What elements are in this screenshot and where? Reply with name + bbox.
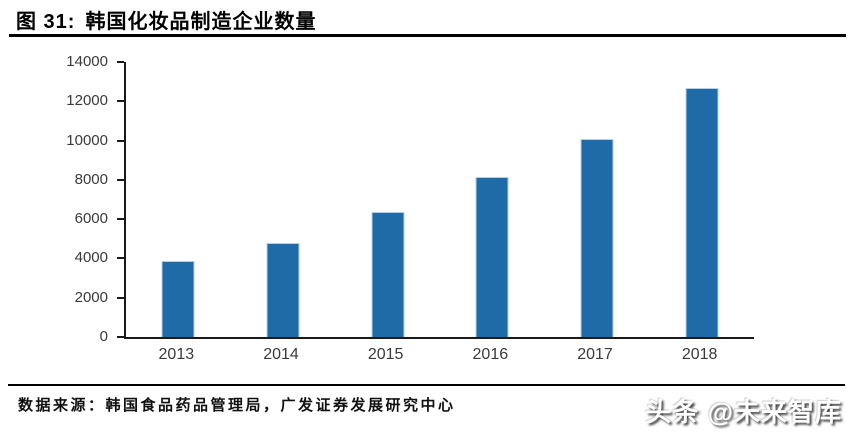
y-tick-mark [117, 296, 124, 299]
y-tick-label: 0 [99, 328, 108, 345]
y-tick-mark [117, 100, 124, 103]
x-tick-label: 2018 [681, 346, 718, 363]
y-tick-label: 6000 [74, 210, 108, 228]
toutiao-watermark: 头条 @未来智库 [645, 397, 842, 427]
x-tick-label: 2013 [158, 346, 195, 363]
bar-2014 [266, 243, 300, 337]
x-axis: 2013 2014 2015 2016 2017 2018 [124, 337, 752, 367]
y-tick-label: 4000 [74, 249, 108, 267]
data-source-note: 数据来源：韩国食品药品管理局，广发证券发展研究中心 [18, 397, 456, 414]
footer-divider [8, 384, 845, 386]
y-tick-label: 12000 [66, 92, 108, 110]
bar-2015 [371, 211, 405, 337]
figure-label: 图 31: [16, 11, 76, 33]
y-tick-mark [117, 178, 124, 181]
y-axis: 0 2000 4000 6000 8000 10000 12000 14000 [0, 54, 124, 345]
bar-2017 [580, 139, 614, 337]
x-tick-label: 2017 [577, 346, 613, 363]
y-tick-mark [117, 139, 124, 142]
y-tick-label: 14000 [66, 53, 108, 70]
bar-chart: 0 2000 4000 6000 8000 10000 12000 14000 2013 201… [0, 54, 754, 367]
chart-title-text: 韩国化妆品制造企业数量 [85, 11, 317, 33]
y-tick-label: 10000 [66, 131, 108, 149]
x-tick-label: 2016 [472, 346, 509, 363]
x-tick-label: 2014 [263, 346, 299, 363]
y-tick-label: 8000 [74, 170, 108, 188]
y-tick-mark [117, 61, 124, 63]
y-tick-mark [117, 336, 124, 338]
y-tick-mark [117, 218, 124, 221]
y-tick-label: 2000 [74, 288, 108, 306]
x-tick-label: 2015 [367, 346, 404, 363]
bar-2013 [161, 261, 195, 337]
chart-title: 图 31: 韩国化妆品制造企业数量 [16, 5, 316, 34]
bar-2016 [475, 176, 509, 337]
bar-2018 [685, 88, 719, 337]
y-tick-mark [117, 257, 124, 260]
plot-area [117, 61, 754, 339]
title-underline [9, 34, 846, 37]
